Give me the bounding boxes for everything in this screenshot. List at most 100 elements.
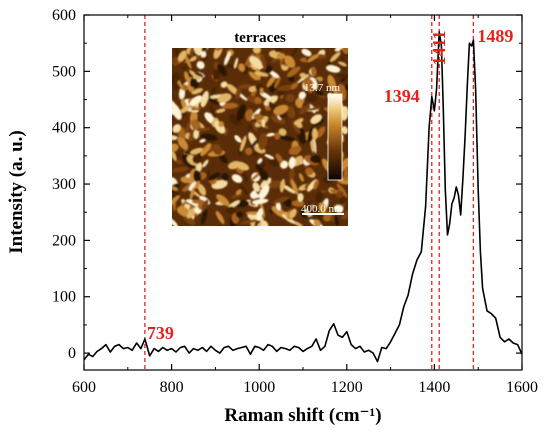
afm-grain [180, 105, 191, 113]
afm-grain [261, 119, 266, 128]
afm-grain [178, 87, 186, 100]
colorbar-max-label: 13.7 nm [304, 82, 341, 94]
afm-grain [277, 84, 296, 91]
afm-grain [318, 202, 327, 214]
afm-grain [217, 63, 228, 77]
afm-grain [172, 124, 181, 133]
afm-grain [273, 196, 289, 204]
afm-grain [343, 166, 348, 181]
afm-grain [264, 154, 274, 159]
afm-grain [327, 74, 337, 92]
afm-grain [194, 180, 201, 189]
afm-grain [218, 121, 224, 128]
afm-grain [310, 114, 322, 124]
afm-grain [258, 184, 270, 200]
afm-grain [342, 48, 348, 55]
afm-grain [234, 57, 239, 69]
peak-labels: 739 1394 1411 1489 [147, 26, 513, 343]
afm-grain [263, 95, 278, 106]
afm-grain [252, 198, 269, 205]
afm-grain [172, 129, 175, 141]
afm-grain [313, 219, 321, 226]
afm-grain [280, 178, 285, 193]
y-axis-label: Intensity (a. u.) [6, 130, 27, 254]
afm-grain [297, 193, 304, 202]
afm-grain [238, 182, 248, 195]
afm-grain [276, 52, 286, 60]
afm-grain [189, 70, 201, 81]
afm-grain [215, 108, 226, 114]
afm-grain [305, 167, 314, 176]
peak-label-1394: 1394 [384, 86, 420, 106]
y-tick-label: 500 [52, 63, 76, 80]
colorbar [327, 93, 343, 181]
afm-grain [254, 71, 269, 77]
afm-grain [172, 143, 179, 152]
afm-grain [299, 104, 311, 115]
afm-grain [334, 215, 340, 226]
peak-lines [144, 15, 475, 370]
afm-grain [215, 48, 224, 51]
afm-grain [236, 104, 247, 121]
afm-grain [200, 133, 218, 141]
afm-grain [286, 66, 301, 78]
afm-grain [274, 76, 281, 89]
afm-grain [339, 196, 346, 204]
afm-grain [235, 189, 242, 195]
afm-grain [336, 183, 348, 198]
afm-grain [172, 166, 189, 173]
afm-grain [225, 206, 237, 214]
afm-grain [259, 87, 264, 95]
afm-grain [340, 77, 347, 83]
afm-grain [212, 68, 220, 81]
afm-grain [249, 56, 264, 70]
afm-grain [292, 121, 301, 135]
afm-grain [285, 93, 295, 103]
afm-grain [190, 147, 204, 155]
afm-grain [196, 61, 205, 70]
afm-inset: terraces 13.7 nm 400.0 nm [172, 30, 348, 226]
x-tick-label: 800 [160, 379, 184, 396]
afm-grain [294, 120, 303, 128]
afm-grain [290, 179, 299, 195]
afm-grain [172, 103, 182, 120]
afm-grain [186, 207, 196, 219]
afm-grain [313, 179, 319, 190]
afm-grain [213, 48, 223, 59]
afm-grain [312, 128, 318, 140]
afm-grain [216, 194, 230, 206]
scale-bar-label: 400.0 nm [301, 203, 343, 215]
afm-grain [298, 173, 304, 182]
afm-grain [260, 177, 272, 188]
afm-grain [268, 157, 280, 167]
afm-grain [290, 48, 299, 60]
afm-grain [258, 169, 269, 181]
afm-grain [337, 61, 347, 67]
afm-grain [271, 115, 286, 124]
afm-grain [215, 210, 225, 224]
afm-grain [244, 147, 253, 155]
afm-grain [180, 176, 191, 184]
afm-grain [241, 172, 249, 183]
afm-grain [172, 195, 180, 208]
afm-grain [274, 132, 281, 140]
y-tick-label: 300 [52, 176, 76, 193]
afm-grain [286, 105, 296, 119]
afm-grain [308, 200, 312, 208]
afm-grain [235, 88, 242, 99]
afm-grain [264, 65, 273, 74]
afm-grain [202, 159, 209, 168]
afm-grain [260, 52, 267, 70]
afm-grain [200, 143, 212, 157]
afm-grain [258, 132, 268, 151]
afm-grain [172, 135, 178, 141]
afm-grain [257, 158, 263, 164]
afm-grain [191, 78, 199, 89]
afm-grain [174, 159, 182, 165]
afm-grain [330, 51, 341, 62]
y-tick-label: 100 [52, 289, 76, 306]
afm-grain [181, 65, 190, 70]
afm-grain [252, 48, 261, 54]
afm-grain [218, 153, 228, 164]
